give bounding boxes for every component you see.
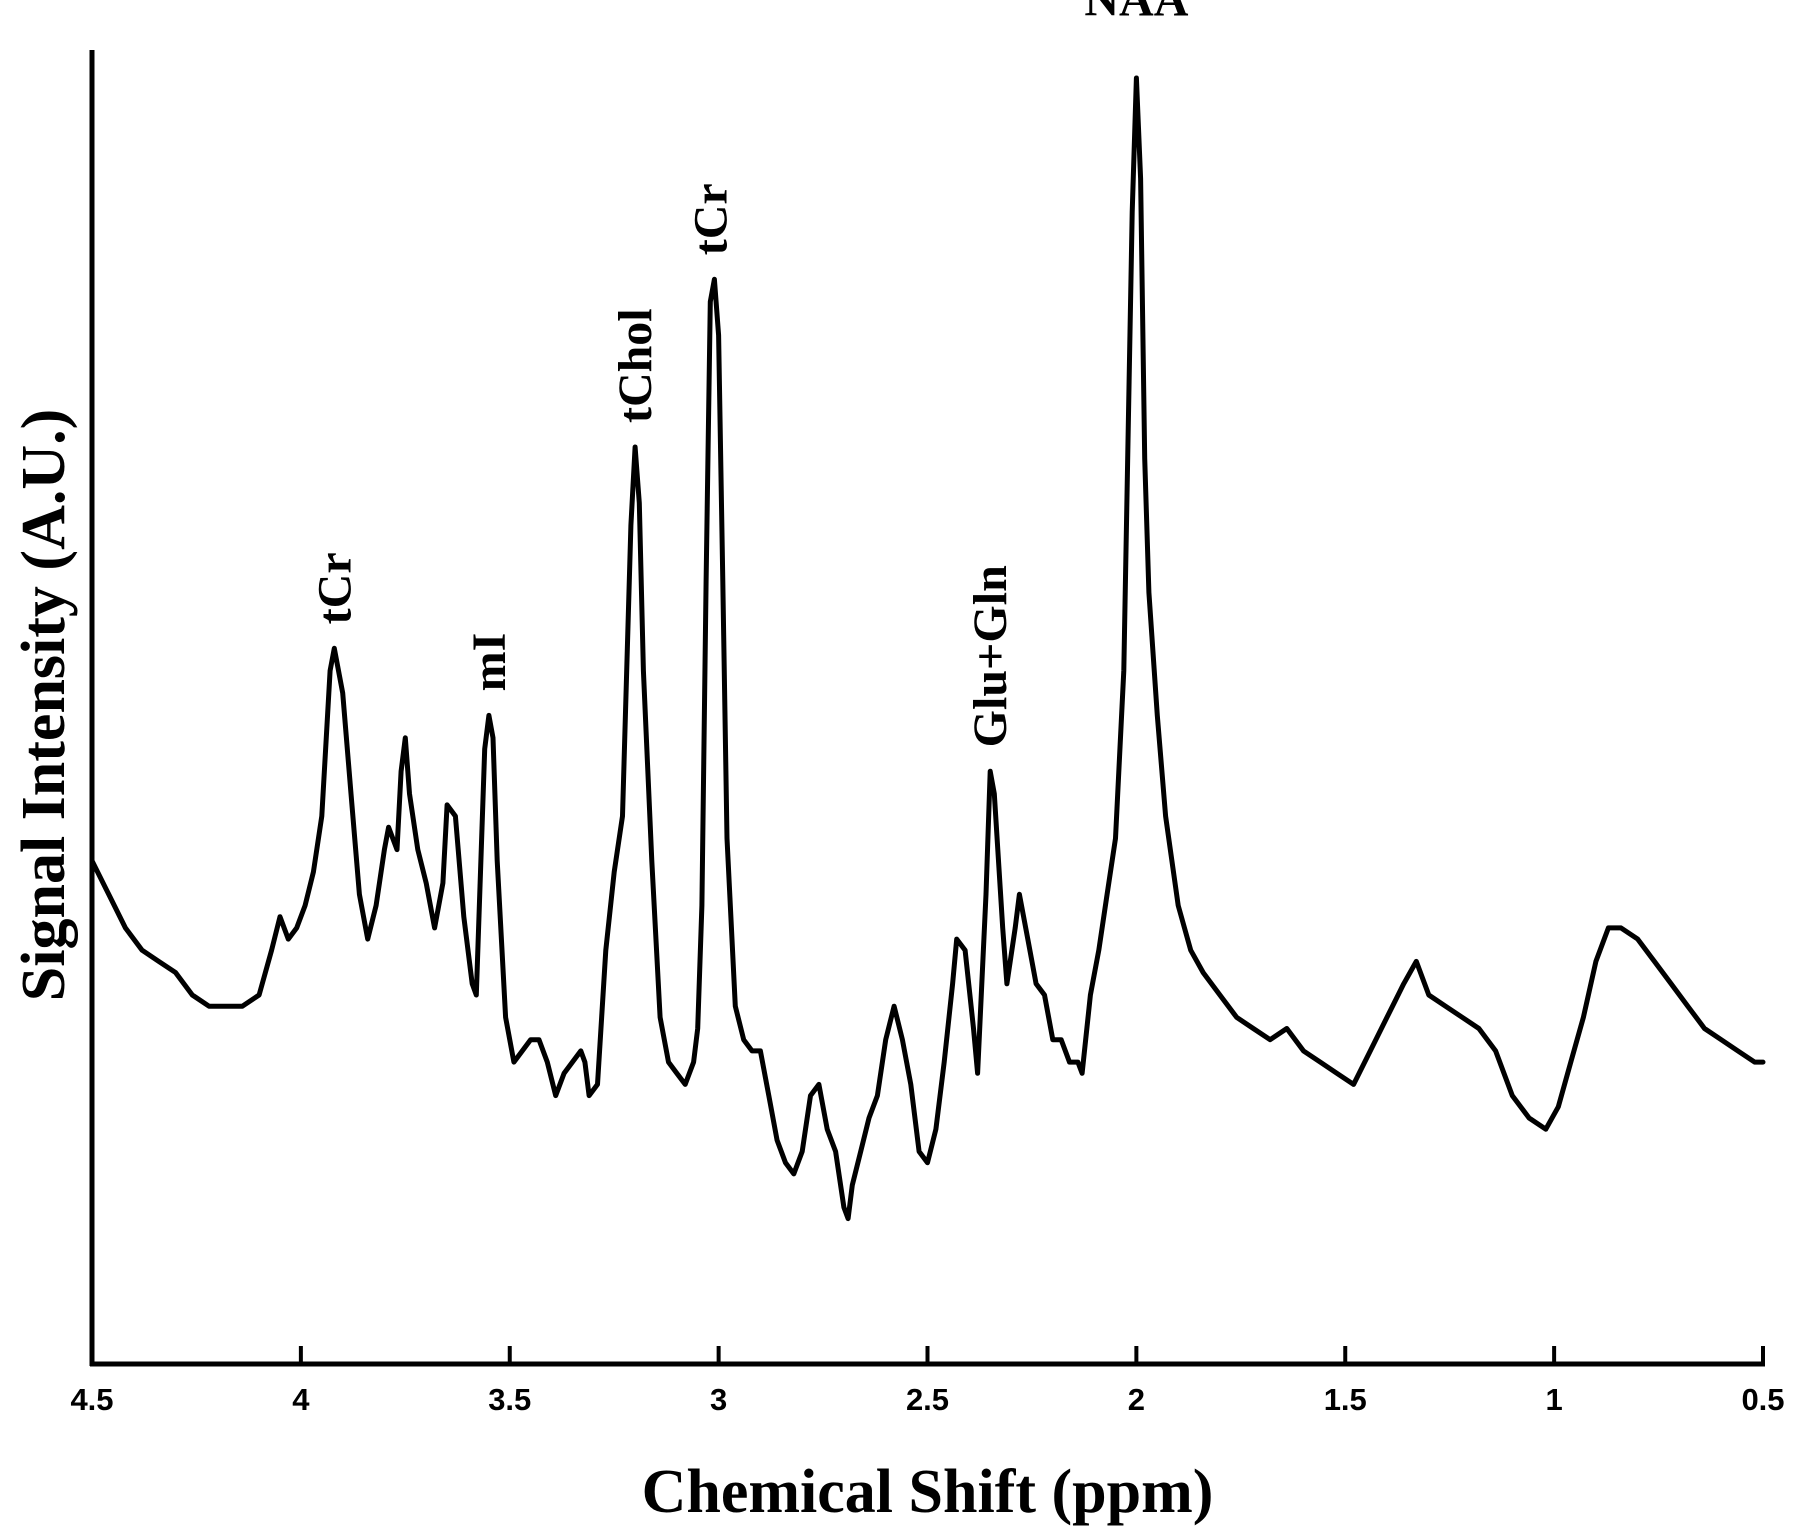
x-tick-label: 4 — [292, 1382, 310, 1417]
x-axis-title: Chemical Shift (ppm) — [642, 1458, 1214, 1526]
x-tick-label: 1.5 — [1324, 1382, 1367, 1417]
peak-label: Glu+Gln — [964, 565, 1017, 747]
axes — [89, 50, 1765, 1367]
peak-label: tCr — [308, 552, 361, 624]
x-tick-label: 0.5 — [1741, 1382, 1784, 1417]
peak-label: tCr — [684, 183, 737, 255]
peak-label: mI — [463, 633, 516, 692]
y-axis-title: Signal Intensity (A.U.) — [10, 409, 78, 1002]
peak-annotations: tCr mI tChol tCr Glu+Gln NAA — [308, 0, 1188, 747]
x-tick-label: 2 — [1128, 1382, 1145, 1417]
peak-label: tChol — [609, 308, 662, 423]
peak-label: NAA — [1084, 0, 1188, 26]
spectrum-series-line — [89, 75, 1766, 1222]
x-ticks: 4.5 4 3.5 3 2.5 2 1.5 1 0.5 — [70, 1346, 1785, 1417]
x-tick-label: 4.5 — [70, 1382, 113, 1417]
x-tick-label: 3 — [710, 1382, 727, 1417]
x-tick-label: 1 — [1546, 1382, 1563, 1417]
x-tick-label: 2.5 — [906, 1382, 949, 1417]
x-tick-label: 3.5 — [488, 1382, 531, 1417]
